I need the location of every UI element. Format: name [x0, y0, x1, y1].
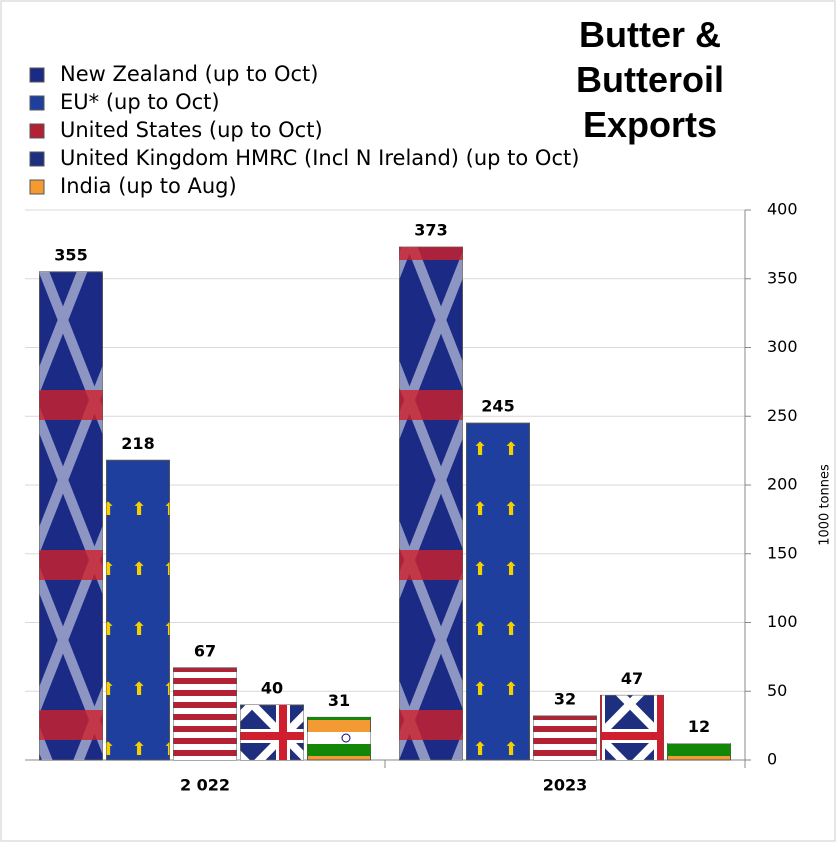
- legend-label: New Zealand (up to Oct): [60, 62, 318, 86]
- legend-swatch: [29, 179, 45, 195]
- data-label: 32: [554, 690, 576, 709]
- bar-pattern: [39, 271, 103, 760]
- y-tick-label: 150: [767, 543, 798, 562]
- data-label: 218: [121, 434, 154, 453]
- legend-swatch: [29, 151, 45, 167]
- bar-pattern: [466, 423, 530, 760]
- bar-pattern: [600, 695, 664, 760]
- y-tick-label: 400: [767, 200, 798, 219]
- bar-pattern: [667, 743, 731, 760]
- x-tick-label: 2 022: [180, 776, 230, 795]
- chart-title: Butter & Butteroil Exports: [576, 14, 724, 145]
- y-tick-label: 50: [767, 681, 787, 700]
- y-tick-label: 0: [767, 750, 777, 769]
- legend-swatch: [29, 123, 45, 139]
- y-axis-label: 1000 tonnes: [818, 464, 833, 546]
- y-tick-label: 300: [767, 337, 798, 356]
- legend-swatch: [29, 67, 45, 83]
- bar-pattern: [399, 247, 463, 760]
- bar-pattern: [533, 716, 597, 760]
- legend-label: United States (up to Oct): [60, 118, 323, 142]
- data-label: 355: [54, 245, 87, 264]
- data-label: 47: [621, 669, 643, 688]
- legend-label: EU* (up to Oct): [60, 90, 220, 114]
- bar-pattern: [240, 705, 304, 760]
- data-label: 245: [481, 397, 514, 416]
- data-label: 12: [688, 717, 710, 736]
- x-tick-label: 2023: [543, 776, 588, 795]
- data-label: 31: [328, 691, 350, 710]
- legend-swatch: [29, 95, 45, 111]
- bar-pattern: [106, 460, 170, 760]
- data-label: 67: [194, 641, 216, 660]
- y-tick-label: 350: [767, 268, 798, 287]
- legend-label: India (up to Aug): [60, 174, 237, 198]
- y-tick-label: 200: [767, 475, 798, 494]
- bar-pattern: [307, 717, 371, 760]
- bar-pattern: [173, 667, 237, 760]
- y-tick-label: 250: [767, 406, 798, 425]
- data-label: 373: [414, 221, 447, 240]
- legend-label: United Kingdom HMRC (Incl N Ireland) (up…: [60, 146, 579, 170]
- y-tick-label: 100: [767, 612, 798, 631]
- data-label: 40: [261, 679, 283, 698]
